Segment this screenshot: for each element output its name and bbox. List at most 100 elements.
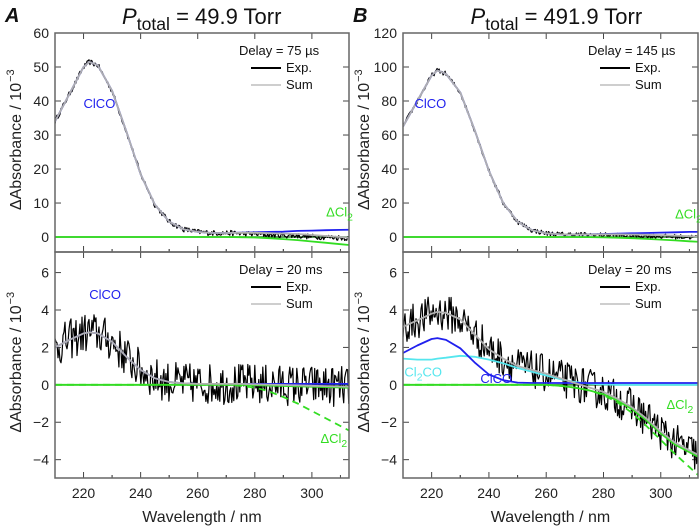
series-exp-	[55, 314, 349, 407]
series-sum	[403, 310, 698, 456]
title-rest: = 49.9 Torr	[170, 4, 282, 29]
series-clco	[403, 69, 698, 236]
subscript: total	[137, 14, 170, 34]
legend-item-exp: Exp.	[635, 279, 661, 294]
legend-item-sum: Sum	[286, 296, 313, 311]
subscript: 2	[687, 405, 693, 416]
series-sum	[55, 61, 349, 239]
legend-item-exp: Exp.	[286, 279, 312, 294]
plot-frame	[402, 251, 699, 479]
y-tick-label: 20	[381, 195, 397, 211]
x-tick-label: 280	[592, 485, 616, 501]
x-tick-label: 260	[186, 485, 210, 501]
y-tick-label: 6	[389, 265, 397, 281]
legend-header: Delay = 20 ms	[239, 262, 323, 277]
legend-header: Delay = 20 ms	[588, 262, 672, 277]
y-tick-label: 40	[381, 161, 397, 177]
y-axis-label-group: ΔAbsorbance / 10−3	[5, 292, 25, 433]
y-label-exponent: −3	[353, 292, 365, 305]
annotation-label: ClCO	[84, 96, 116, 111]
y-axis-label: ΔAbsorbance / 10	[8, 305, 25, 432]
y-axis-label: ΔAbsorbance / 10	[356, 83, 373, 210]
x-tick-label: 220	[72, 485, 96, 501]
panel-title: Ptotal = 491.9 Torr	[471, 4, 643, 34]
panel-label: B	[353, 5, 367, 27]
x-tick-label: 240	[129, 485, 153, 501]
subscript: total	[485, 14, 518, 34]
plot-frame	[54, 251, 350, 479]
title-rest: = 491.9 Torr	[518, 4, 642, 29]
y-tick-label: 50	[33, 59, 49, 75]
y-tick-label: 40	[33, 93, 49, 109]
title-p: P	[471, 4, 486, 29]
legend-item-sum: Sum	[635, 77, 662, 92]
subscript: 2	[347, 213, 353, 224]
y-tick-label: 0	[389, 229, 397, 245]
legend-item-sum: Sum	[635, 296, 662, 311]
y-tick-label: −2	[381, 414, 397, 430]
legend-item-exp: Exp.	[635, 60, 661, 75]
series--cl2	[403, 236, 698, 243]
y-axis-label: ΔAbsorbance / 10	[8, 83, 25, 210]
panel-B-top: 0 20 40 60 80 100 120 ClCO ΔCl2 Delay = 145 µs Exp…	[353, 4, 700, 253]
annotation-label: ΔCl2	[326, 205, 353, 224]
y-tick-label: 0	[41, 229, 49, 245]
y-tick-label: 60	[381, 127, 397, 143]
annotation-label: ClCO	[480, 371, 512, 386]
y-axis-label-group: ΔAbsorbance / 10−3	[5, 69, 25, 210]
y-tick-label: 4	[389, 302, 397, 318]
x-tick-label: 260	[535, 485, 559, 501]
y-tick-label: 10	[33, 195, 49, 211]
y-tick-label: 120	[374, 25, 398, 41]
x-tick-label: 220	[420, 485, 444, 501]
y-tick-label: 2	[389, 339, 397, 355]
panel-B-bottom: 220 240 260 280 300 −4 −2 0 2 4 6 Cl2CO ClCO ΔCl2 Dela…	[353, 251, 699, 526]
y-label-exponent: −3	[5, 69, 17, 82]
panel-A-top: 0 10 20 30 40 50 60 ClCO ΔCl2 Delay = 75 µs Exp. Su…	[4, 4, 353, 253]
annotation-label: ΔCl2	[666, 397, 693, 416]
y-tick-label: 60	[33, 25, 49, 41]
series-sum	[403, 69, 698, 238]
y-tick-label: 80	[381, 93, 397, 109]
y-tick-label: −2	[33, 414, 49, 430]
subscript: 2	[696, 214, 700, 225]
x-axis-label: Wavelength / nm	[491, 509, 610, 526]
subscript: 2	[341, 439, 347, 450]
panel-title: Ptotal = 49.9 Torr	[122, 4, 281, 34]
legend-item-sum: Sum	[286, 77, 313, 92]
x-tick-label: 300	[300, 485, 324, 501]
x-tick-label: 300	[649, 485, 673, 501]
y-tick-label: −4	[381, 452, 397, 468]
y-tick-label: 2	[41, 339, 49, 355]
legend-header: Delay = 75 µs	[239, 43, 320, 58]
y-axis-label-group: ΔAbsorbance / 10−3	[353, 69, 373, 210]
series-cl2co	[403, 354, 698, 386]
x-axis-label: Wavelength / nm	[142, 509, 261, 526]
annotation-label: ΔCl2	[675, 206, 700, 225]
annotation-label: ClCO	[414, 96, 446, 111]
y-axis-label-group: ΔAbsorbance / 10−3	[353, 292, 373, 433]
y-tick-label: 30	[33, 127, 49, 143]
annotation-label-rest: CO	[422, 364, 442, 379]
annotation-label: ΔCl2	[320, 431, 347, 450]
y-label-exponent: −3	[353, 69, 365, 82]
series-clco	[403, 337, 698, 384]
y-tick-label: 20	[33, 161, 49, 177]
panel-label: A	[4, 5, 19, 27]
annotation-label: ClCO	[89, 287, 121, 302]
y-tick-label: 100	[374, 59, 398, 75]
y-tick-label: −4	[33, 452, 49, 468]
annotation-label: Cl2CO	[404, 364, 442, 383]
series-sum	[55, 331, 349, 388]
y-tick-label: 6	[41, 265, 49, 281]
title-p: P	[122, 4, 137, 29]
subscript: 2	[417, 372, 423, 383]
series-exp-	[403, 67, 698, 240]
x-tick-label: 240	[477, 485, 501, 501]
y-tick-label: 0	[41, 377, 49, 393]
y-axis-label: ΔAbsorbance / 10	[356, 305, 373, 432]
y-label-exponent: −3	[5, 292, 17, 305]
panel-A-bottom: 220 240 260 280 300 −4 −2 0 2 4 6 ClCO ΔCl2 Delay = 2…	[5, 251, 350, 526]
